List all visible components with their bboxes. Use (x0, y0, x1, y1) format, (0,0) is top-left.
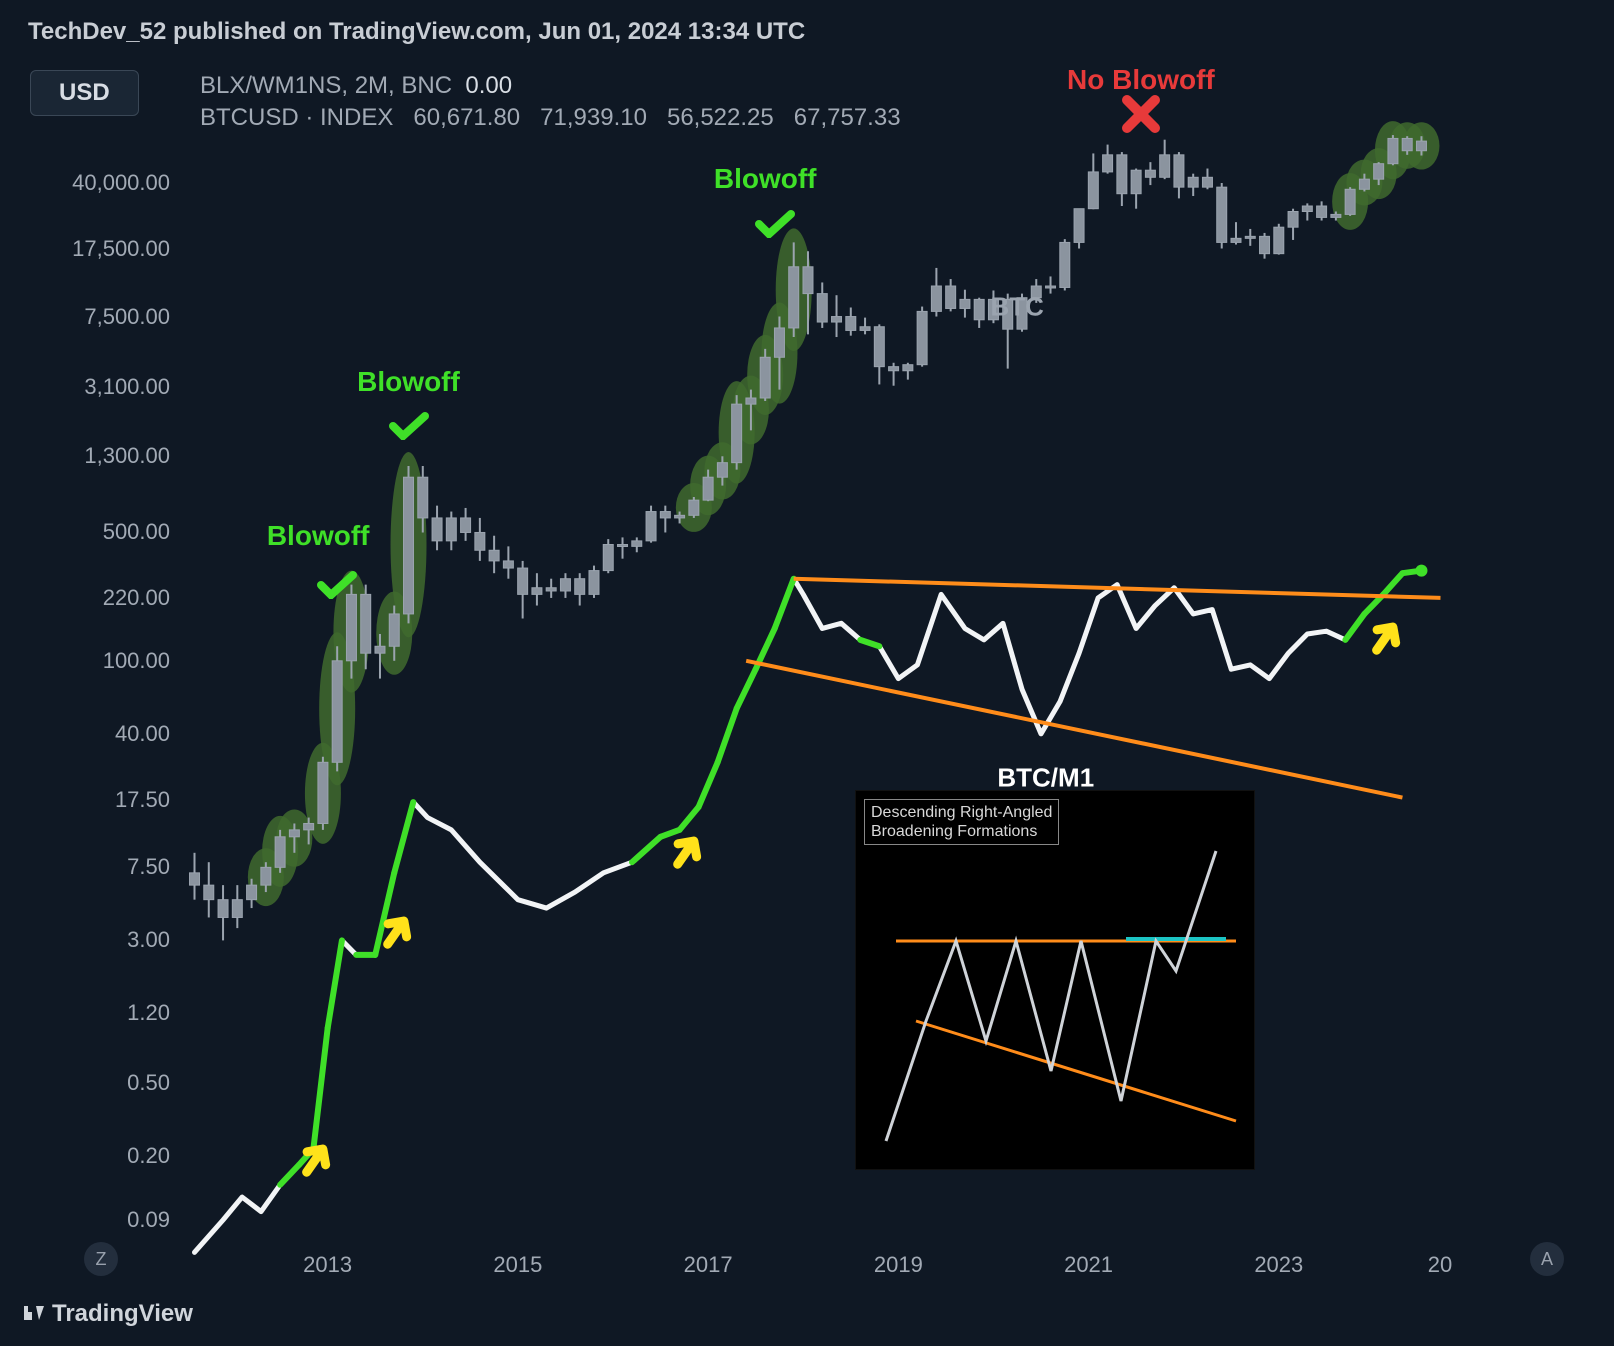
blowoff-label: Blowoff (357, 366, 460, 398)
x-tick-label: 2017 (684, 1252, 733, 1278)
yellow-arrow-icon (665, 824, 713, 872)
yellow-arrow-icon (375, 904, 423, 952)
inset-diagram (856, 791, 1256, 1171)
price-chart[interactable] (0, 0, 1614, 1346)
y-tick-label: 1.20 (127, 1000, 170, 1026)
y-tick-label: 100.00 (103, 648, 170, 674)
y-tick-label: 7.50 (127, 854, 170, 880)
yellow-arrow-icon (294, 1132, 342, 1180)
y-tick-label: 0.50 (127, 1070, 170, 1096)
y-tick-label: 17,500.00 (72, 236, 170, 262)
btc-label: BTC (991, 291, 1044, 322)
checkmark-icon (755, 210, 795, 238)
no-blowoff-label: No Blowoff (1067, 64, 1215, 96)
checkmark-icon (389, 412, 429, 440)
y-tick-label: 1,300.00 (84, 443, 170, 469)
y-tick-label: 220.00 (103, 585, 170, 611)
y-tick-label: 0.09 (127, 1207, 170, 1233)
y-tick-label: 40,000.00 (72, 170, 170, 196)
x-tick-label: 2013 (303, 1252, 352, 1278)
btc-m1-label: BTC/M1 (997, 762, 1094, 793)
x-tick-label: 2019 (874, 1252, 923, 1278)
tradingview-icon (22, 1302, 46, 1326)
blowoff-label: Blowoff (267, 520, 370, 552)
y-tick-label: 17.50 (115, 787, 170, 813)
blowoff-label: Blowoff (714, 163, 817, 195)
inset-title: Descending Right-AngledBroadening Format… (864, 799, 1059, 845)
y-tick-label: 500.00 (103, 519, 170, 545)
yellow-arrow-icon (1364, 610, 1412, 658)
x-tick-label: 2015 (493, 1252, 542, 1278)
checkmark-icon (317, 571, 357, 599)
x-tick-label: 2021 (1064, 1252, 1113, 1278)
pattern-inset: Descending Right-AngledBroadening Format… (855, 790, 1255, 1170)
x-mark-icon (1121, 94, 1161, 134)
y-tick-label: 40.00 (115, 721, 170, 747)
y-tick-label: 0.20 (127, 1143, 170, 1169)
y-tick-label: 3.00 (127, 927, 170, 953)
y-tick-label: 7,500.00 (84, 304, 170, 330)
x-tick-label: 2023 (1254, 1252, 1303, 1278)
brand-text: TradingView (52, 1300, 193, 1328)
y-tick-label: 3,100.00 (84, 374, 170, 400)
tradingview-brand: TradingView (22, 1300, 193, 1328)
axis-a-button[interactable]: A (1530, 1242, 1564, 1276)
axis-z-button[interactable]: Z (84, 1242, 118, 1276)
x-tick-label: 20 (1428, 1252, 1452, 1278)
